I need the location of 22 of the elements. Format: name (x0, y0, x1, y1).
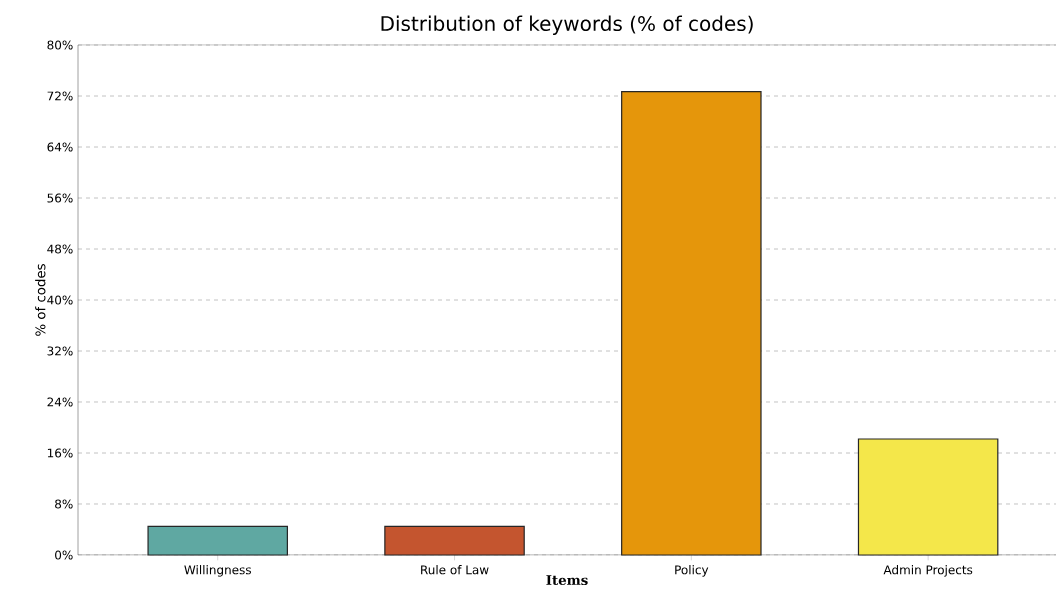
y-axis-title: % of codes (35, 264, 46, 336)
y-tick-label: 80% (47, 40, 73, 50)
chart-title: Distribution of keywords (% of codes) (381, 15, 753, 35)
y-tick-label: 24% (47, 397, 73, 407)
x-tick-label: Willingness (184, 565, 251, 577)
x-tick-label: Admin Projects (883, 565, 973, 577)
bar (857, 438, 999, 556)
y-tick-label: 16% (47, 448, 73, 458)
y-tick-label: 48% (47, 244, 73, 254)
y-tick-label: 40% (47, 295, 73, 305)
bar (384, 525, 525, 556)
y-tick-label: 32% (47, 346, 73, 356)
bar (147, 525, 288, 556)
y-tick-label: 64% (47, 142, 73, 152)
y-tick-label: 72% (47, 91, 73, 101)
x-tick-label: Policy (675, 565, 709, 577)
y-tick-label: 8% (55, 499, 73, 509)
bar (621, 90, 762, 556)
x-tick-label: Rule of Law (421, 565, 489, 575)
y-tick-label: 56% (47, 193, 73, 203)
x-axis-title: Items (546, 575, 588, 586)
y-tick-label: 0% (55, 550, 73, 560)
